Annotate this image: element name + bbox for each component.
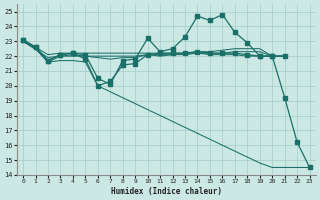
X-axis label: Humidex (Indice chaleur): Humidex (Indice chaleur) [111, 187, 222, 196]
